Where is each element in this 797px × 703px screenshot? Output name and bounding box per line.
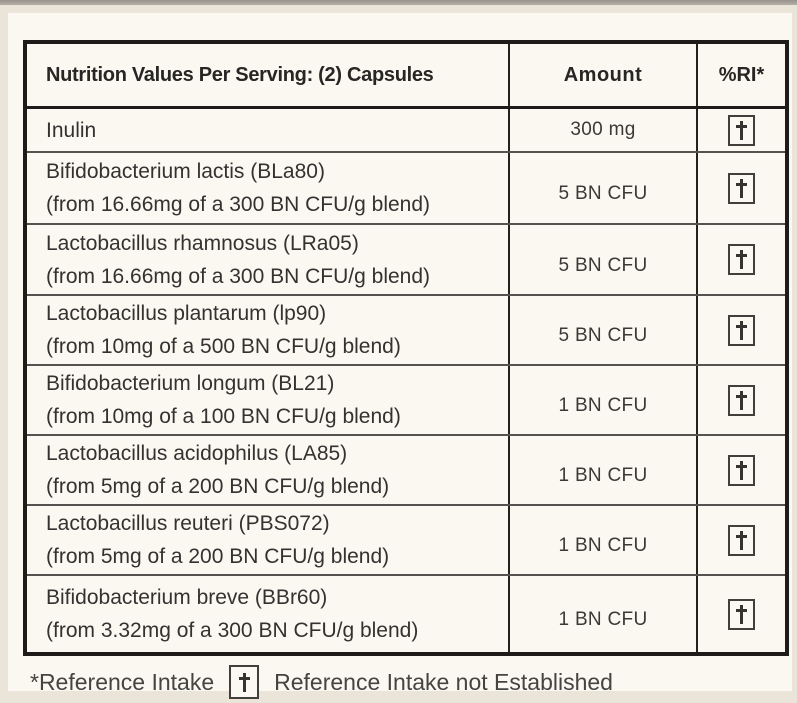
dagger-icon [728,244,755,275]
dagger-icon [728,598,755,630]
dagger-icon [728,454,755,486]
table-header-row: Nutrition Values Per Serving: (2) Capsul… [27,44,785,109]
ri-cell [696,153,785,223]
ingredient-name: Lactobacillus plantarum (lp90) [46,302,327,325]
table-row: Lactobacillus rhamnosus (LRa05) (from 16… [27,223,785,294]
table-row: Lactobacillus acidophilus (LA85) (from 5… [27,434,785,504]
ingredient-detail: (from 5mg of a 200 BN CFU/g blend) [46,475,390,498]
ri-cell [696,296,785,364]
ingredient-cell: Lactobacillus reuteri (PBS072) (from 5mg… [27,506,508,574]
table-row: Lactobacillus reuteri (PBS072) (from 5mg… [27,504,785,574]
label-panel: Nutrition Values Per Serving: (2) Capsul… [8,13,792,699]
dagger-icon [728,114,755,146]
amount-value: 1 BN CFU [508,366,696,434]
header-amount: Amount [508,44,696,106]
ingredient-name: Lactobacillus acidophilus (LA85) [46,442,348,465]
footnote: *Reference Intake Reference Intake not E… [30,661,613,703]
ingredient-detail: (from 3.32mg of a 300 BN CFU/g blend) [46,619,419,642]
amount-value: 5 BN CFU [508,153,696,223]
table-row: Lactobacillus plantarum (lp90) (from 10m… [27,294,785,364]
ri-cell [696,109,785,151]
table-row: Bifidobacterium breve (BBr60) (from 3.32… [27,574,785,652]
table-row: Inulin 300 mg [27,109,785,151]
ingredient-cell: Bifidobacterium breve (BBr60) (from 3.32… [27,576,508,652]
ingredient-detail: (from 5mg of a 200 BN CFU/g blend) [46,545,390,568]
ingredient-cell: Inulin [27,109,508,151]
ingredient-cell: Lactobacillus plantarum (lp90) (from 10m… [27,296,508,364]
ingredient-detail: (from 16.66mg of a 300 BN CFU/g blend) [46,193,431,216]
ingredient-name: Bifidobacterium longum (BL21) [46,372,335,395]
amount-value: 1 BN CFU [508,436,696,504]
dagger-icon [728,384,755,416]
amount-value: 1 BN CFU [508,576,696,652]
ingredient-detail: (from 16.66mg of a 300 BN CFU/g blend) [46,264,431,288]
photo-top-edge [0,0,797,5]
ingredient-name: Bifidobacterium lactis (BLa80) [46,160,325,183]
ingredient-name: Bifidobacterium breve (BBr60) [46,586,328,609]
dagger-icon [728,314,755,346]
ri-cell [696,506,785,574]
ingredient-detail: (from 10mg of a 500 BN CFU/g blend) [46,335,401,358]
ingredient-cell: Bifidobacterium lactis (BLa80) (from 16.… [27,153,508,223]
dagger-icon [229,665,260,699]
dagger-icon [728,524,755,556]
amount-value: 5 BN CFU [508,296,696,364]
amount-value: 1 BN CFU [508,506,696,574]
not-established-note: Reference Intake not Established [274,668,613,695]
amount-value: 5 BN CFU [508,225,696,294]
ingredient-name: Inulin [46,118,97,142]
ingredient-cell: Lactobacillus rhamnosus (LRa05) (from 16… [27,225,508,294]
nutrition-table: Nutrition Values Per Serving: (2) Capsul… [23,40,789,656]
ri-cell [696,436,785,504]
amount-value: 300 mg [508,109,696,151]
ingredient-cell: Lactobacillus acidophilus (LA85) (from 5… [27,436,508,504]
header-nutrition-values: Nutrition Values Per Serving: (2) Capsul… [46,63,434,86]
table-row: Bifidobacterium longum (BL21) (from 10mg… [27,364,785,434]
ingredient-name: Lactobacillus rhamnosus (LRa05) [46,231,359,255]
ri-cell [696,366,785,434]
ri-cell [696,225,785,294]
dagger-icon [728,172,755,204]
ingredient-detail: (from 10mg of a 100 BN CFU/g blend) [46,405,401,428]
ri-cell [696,576,785,652]
header-ri: %RI* [696,44,785,106]
table-row: Bifidobacterium lactis (BLa80) (from 16.… [27,151,785,223]
reference-intake-note: *Reference Intake [30,668,215,695]
ingredient-name: Lactobacillus reuteri (PBS072) [46,512,330,535]
ingredient-cell: Bifidobacterium longum (BL21) (from 10mg… [27,366,508,434]
